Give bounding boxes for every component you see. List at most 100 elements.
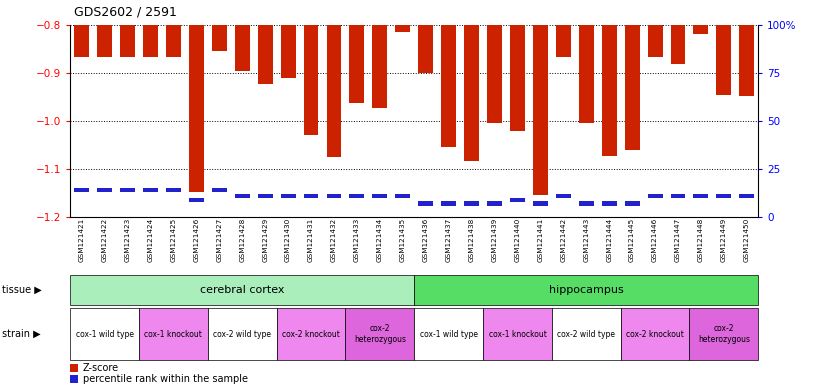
Text: cox-2
heterozygous: cox-2 heterozygous (354, 324, 406, 344)
Bar (415, 275, 758, 305)
Bar (716, 25, 731, 94)
Bar (648, 194, 662, 198)
Bar (441, 25, 456, 147)
Bar (601, 25, 617, 156)
Bar (281, 194, 296, 198)
Bar (396, 25, 411, 32)
Text: hippocampus: hippocampus (549, 285, 624, 295)
Bar (189, 197, 204, 202)
Text: cox-2
heterozygous: cox-2 heterozygous (698, 324, 750, 344)
Text: GSM121440: GSM121440 (515, 218, 520, 262)
Bar (304, 25, 319, 136)
Text: GSM121450: GSM121450 (743, 218, 750, 262)
Bar (373, 194, 387, 198)
Text: cox-1 wild type: cox-1 wild type (76, 329, 134, 339)
Bar (70, 364, 78, 372)
Bar (143, 25, 158, 57)
Bar (533, 201, 548, 206)
Text: GSM121428: GSM121428 (240, 218, 245, 262)
Bar (464, 25, 479, 161)
Text: GSM121442: GSM121442 (560, 218, 567, 262)
Bar (139, 308, 208, 360)
Text: Z-score: Z-score (83, 363, 119, 373)
Text: GSM121435: GSM121435 (400, 218, 406, 262)
Text: GSM121422: GSM121422 (102, 218, 107, 262)
Text: GSM121436: GSM121436 (423, 218, 429, 262)
Text: GSM121424: GSM121424 (148, 218, 154, 262)
Bar (166, 188, 181, 192)
Text: cox-2 wild type: cox-2 wild type (213, 329, 271, 339)
Text: GSM121439: GSM121439 (491, 218, 497, 262)
Bar (620, 308, 690, 360)
Text: GSM121443: GSM121443 (583, 218, 589, 262)
Bar (418, 25, 433, 73)
Bar (349, 194, 364, 198)
Bar (648, 25, 662, 57)
Bar (281, 25, 296, 78)
Bar (166, 25, 181, 57)
Text: GSM121427: GSM121427 (216, 218, 222, 262)
Bar (487, 25, 502, 123)
Text: GSM121445: GSM121445 (629, 218, 635, 262)
Bar (671, 25, 686, 65)
Bar (579, 25, 594, 123)
Bar (97, 25, 112, 57)
Bar (373, 25, 387, 108)
Text: GSM121434: GSM121434 (377, 218, 382, 262)
Bar (120, 188, 135, 192)
Bar (624, 201, 639, 206)
Bar (304, 194, 319, 198)
Bar (483, 308, 552, 360)
Bar (624, 25, 639, 150)
Bar (74, 25, 89, 57)
Text: GSM121432: GSM121432 (331, 218, 337, 262)
Text: tissue ▶: tissue ▶ (2, 285, 42, 295)
Bar (690, 308, 758, 360)
Bar (349, 25, 364, 103)
Text: GSM121437: GSM121437 (446, 218, 452, 262)
Text: cox-1 wild type: cox-1 wild type (420, 329, 477, 339)
Text: GSM121449: GSM121449 (721, 218, 727, 262)
Bar (70, 375, 78, 383)
Bar (396, 194, 411, 198)
Bar (556, 194, 571, 198)
Bar (487, 201, 502, 206)
Bar (211, 188, 227, 192)
Text: cerebral cortex: cerebral cortex (200, 285, 284, 295)
Bar (716, 194, 731, 198)
Bar (326, 194, 341, 198)
Bar (418, 201, 433, 206)
Text: strain ▶: strain ▶ (2, 329, 41, 339)
Text: GSM121426: GSM121426 (193, 218, 199, 262)
Bar (671, 194, 686, 198)
Text: GSM121429: GSM121429 (262, 218, 268, 262)
Bar (345, 308, 415, 360)
Text: GSM121438: GSM121438 (468, 218, 475, 262)
Bar (464, 201, 479, 206)
Bar (601, 201, 617, 206)
Bar (277, 308, 345, 360)
Bar (441, 201, 456, 206)
Text: GSM121431: GSM121431 (308, 218, 314, 262)
Bar (74, 188, 89, 192)
Bar (694, 25, 709, 33)
Bar (97, 188, 112, 192)
Bar (70, 308, 139, 360)
Text: percentile rank within the sample: percentile rank within the sample (83, 374, 248, 384)
Text: GSM121421: GSM121421 (78, 218, 85, 262)
Bar (552, 308, 620, 360)
Text: GSM121444: GSM121444 (606, 218, 612, 262)
Text: cox-2 knockout: cox-2 knockout (626, 329, 684, 339)
Text: GSM121448: GSM121448 (698, 218, 704, 262)
Text: GSM121425: GSM121425 (170, 218, 177, 262)
Bar (211, 25, 227, 51)
Bar (143, 188, 158, 192)
Bar (739, 194, 754, 198)
Bar (235, 194, 249, 198)
Bar (70, 275, 415, 305)
Bar (579, 201, 594, 206)
Text: cox-1 knockout: cox-1 knockout (488, 329, 546, 339)
Bar (189, 25, 204, 192)
Bar (208, 308, 277, 360)
Bar (694, 194, 709, 198)
